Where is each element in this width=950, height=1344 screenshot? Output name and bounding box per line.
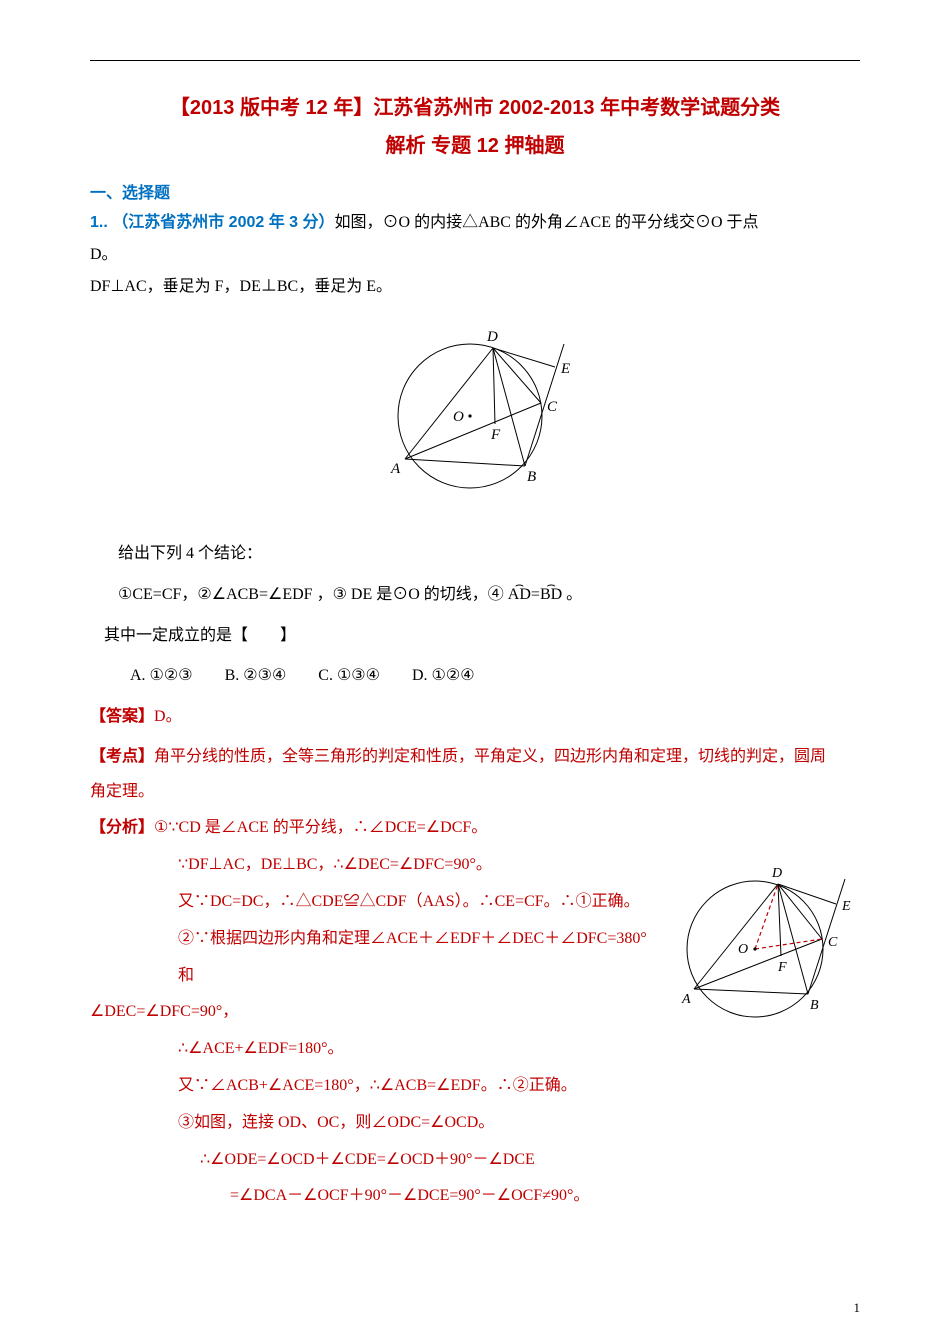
fenxi-l1: ①∵CD 是∠ACE 的平分线，∴∠DCE=∠DCF。 (154, 819, 487, 836)
problem-stem: 1.. （江苏省苏州市 2002 年 3 分）如图，⊙O 的内接△ABC 的外角… (90, 207, 860, 239)
problem-prefix: 1.. （江苏省苏州市 2002 年 3 分） (90, 214, 335, 231)
svg-text:F: F (777, 960, 787, 975)
problem-stem-b: D。 (90, 239, 860, 271)
fenxi-l6: ∴∠ACE+∠EDF=180°。 (90, 1031, 860, 1068)
svg-text:E: E (560, 361, 570, 377)
title-line-2: 解析 专题 12 押轴题 (90, 127, 860, 165)
page: 【2013 版中考 12 年】江苏省苏州市 2002-2013 年中考数学试题分… (0, 0, 950, 1344)
fenxi-l10: =∠DCA－∠OCF＋90°－∠DCE=90°－∠OCF≠90°。 (90, 1178, 860, 1215)
section-heading: 一、选择题 (90, 179, 860, 203)
svg-text:D: D (486, 329, 498, 345)
kaodian-a: 角平分线的性质，全等三角形的判定和性质，平角定义，四边形内角和定理，切线的判定，… (154, 748, 826, 765)
geometry-diagram-main: A B C D E F O (375, 311, 575, 501)
top-rule (90, 60, 860, 61)
conclusions-text: ①CE=CF，②∠ACB=∠EDF ，③ DE 是⊙O 的切线，④ (118, 586, 504, 603)
fenxi-line1: 【分析】①∵CD 是∠ACE 的平分线，∴∠DCE=∠DCF。 (90, 810, 860, 847)
analysis-block: 【分析】①∵CD 是∠ACE 的平分线，∴∠DCE=∠DCF。 A B (90, 810, 860, 1215)
answer-label: 【答案】 (90, 708, 154, 725)
svg-text:B: B (527, 469, 536, 485)
svg-text:O: O (453, 409, 464, 425)
arc-ad: AD (508, 577, 531, 614)
arc-tail: 。 (562, 586, 582, 603)
which-true: 其中一定成立的是【 】 (90, 618, 860, 655)
conclusions-list: ①CE=CF，②∠ACB=∠EDF ，③ DE 是⊙O 的切线，④ AD=BD … (90, 577, 860, 614)
svg-text:C: C (547, 399, 558, 415)
options: A. ①②③ B. ②③④ C. ①③④ D. ①②④ (90, 658, 860, 695)
arc-eq: = (531, 586, 540, 603)
answer-text: D。 (154, 708, 182, 725)
side-figure: A B C D E F O (660, 851, 860, 1036)
page-number: 1 (854, 1300, 861, 1316)
svg-text:A: A (390, 461, 401, 477)
conclusions-intro: 给出下列 4 个结论： (90, 536, 860, 573)
fenxi-l9: ∴∠ODE=∠OCD＋∠CDE=∠OCD＋90°－∠DCE (90, 1142, 860, 1179)
svg-text:B: B (810, 998, 819, 1013)
kaodian-block: 【考点】角平分线的性质，全等三角形的判定和性质，平角定义，四边形内角和定理，切线… (90, 740, 860, 774)
problem-stem-a: 如图，⊙O 的内接△ABC 的外角∠ACE 的平分线交⊙O 于点 (335, 214, 759, 231)
fenxi-label: 【分析】 (90, 819, 154, 836)
kaodian-label: 【考点】 (90, 748, 154, 765)
svg-text:E: E (841, 899, 851, 914)
main-figure: A B C D E F O (90, 311, 860, 506)
geometry-diagram-side: A B C D E F O (660, 851, 860, 1031)
fenxi-l8: ③如图，连接 OD、OC，则∠ODC=∠OCD。 (90, 1105, 860, 1142)
svg-text:C: C (828, 935, 838, 950)
svg-text:F: F (490, 427, 501, 443)
answer-line: 【答案】D。 (90, 699, 860, 736)
problem-stem-c: DF⊥AC，垂足为 F，DE⊥BC，垂足为 E。 (90, 271, 860, 303)
arc-bd: BD (540, 577, 562, 614)
title-line-1: 【2013 版中考 12 年】江苏省苏州市 2002-2013 年中考数学试题分… (90, 89, 860, 127)
svg-text:A: A (681, 992, 691, 1007)
kaodian-b: 角定理。 (90, 774, 860, 811)
fenxi-l7: 又∵∠ACB+∠ACE=180°，∴∠ACB=∠EDF。∴②正确。 (90, 1068, 860, 1105)
title-block: 【2013 版中考 12 年】江苏省苏州市 2002-2013 年中考数学试题分… (90, 89, 860, 165)
svg-text:D: D (771, 866, 782, 881)
svg-text:O: O (738, 942, 748, 957)
